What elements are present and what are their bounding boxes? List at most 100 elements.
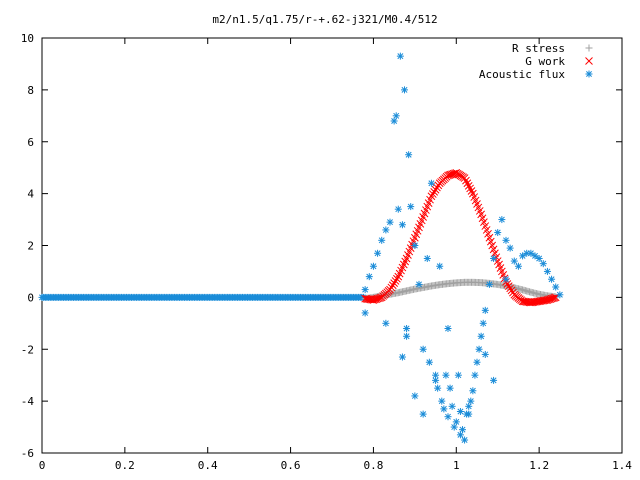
acoustic-flux-point xyxy=(481,306,489,314)
y-tick-label: 4 xyxy=(27,188,34,201)
g-work-point xyxy=(386,285,394,294)
acoustic-flux-point xyxy=(378,236,386,244)
g-work-point xyxy=(433,183,441,192)
acoustic-flux-point xyxy=(548,275,556,283)
acoustic-flux-point xyxy=(401,86,408,94)
acoustic-flux-point xyxy=(514,262,522,270)
acoustic-flux-point xyxy=(405,151,413,159)
acoustic-flux-point xyxy=(403,325,411,332)
g-work-point xyxy=(388,281,397,290)
acoustic-flux-point xyxy=(423,254,431,262)
acoustic-flux-point xyxy=(415,280,423,288)
acoustic-flux-point xyxy=(494,229,502,237)
g-work-point xyxy=(373,294,382,303)
acoustic-flux-point xyxy=(427,179,435,187)
acoustic-flux-point xyxy=(510,257,518,265)
y-tick-label: 2 xyxy=(27,240,34,253)
y-tick-label: -2 xyxy=(21,343,34,356)
acoustic-flux-point xyxy=(502,275,510,283)
acoustic-flux-point xyxy=(386,218,394,226)
acoustic-flux-point xyxy=(403,332,411,340)
g-work-point xyxy=(375,294,383,303)
legend-label-g-work: G work xyxy=(525,55,565,68)
acoustic-flux-point xyxy=(527,249,535,257)
acoustic-flux-point xyxy=(471,371,479,379)
acoustic-flux-point xyxy=(382,319,390,327)
acoustic-flux-point xyxy=(498,216,506,224)
acoustic-flux-point xyxy=(485,280,493,288)
acoustic-flux-point xyxy=(535,254,543,262)
acoustic-flux-point xyxy=(442,371,450,379)
plot-frame xyxy=(41,37,623,454)
g-work-point xyxy=(370,295,379,304)
acoustic-flux-point xyxy=(506,244,514,252)
acoustic-flux-point xyxy=(450,423,458,431)
series-layer xyxy=(38,52,564,444)
acoustic-flux-point xyxy=(454,371,462,379)
series-acoustic-flux-baseline xyxy=(38,293,367,301)
g-work-point xyxy=(503,280,512,288)
acoustic-flux-point xyxy=(434,384,442,392)
acoustic-flux-point xyxy=(396,52,404,60)
g-work-point xyxy=(446,170,455,179)
acoustic-flux-point xyxy=(411,392,419,400)
y-tick-label: 0 xyxy=(27,291,34,304)
legend-marker-g-work xyxy=(585,57,593,65)
g-work-point xyxy=(390,279,398,287)
g-work-point xyxy=(445,171,454,179)
acoustic-flux-point xyxy=(419,410,427,418)
g-work-point xyxy=(546,295,555,303)
x-tick-label: 1 xyxy=(453,459,460,472)
g-work-point xyxy=(550,293,559,302)
x-tick-label: 0.4 xyxy=(198,459,218,472)
acoustic-flux-point xyxy=(502,236,510,244)
acoustic-flux-point xyxy=(398,353,406,361)
g-work-point xyxy=(430,188,439,196)
x-tick-label: 0.8 xyxy=(363,459,383,472)
acoustic-flux-point xyxy=(473,358,481,366)
acoustic-flux-point xyxy=(490,254,498,262)
g-work-point xyxy=(387,283,396,292)
g-work-point xyxy=(506,284,514,293)
y-tick-label: 8 xyxy=(27,84,34,97)
x-tick-label: 1.4 xyxy=(612,459,632,472)
acoustic-flux-point xyxy=(479,319,487,327)
acoustic-flux-point xyxy=(448,402,456,410)
acoustic-flux-point xyxy=(481,350,489,358)
acoustic-flux-point xyxy=(461,436,469,444)
acoustic-flux-point xyxy=(425,358,433,366)
g-work-point xyxy=(444,171,452,180)
acoustic-flux-point xyxy=(369,262,377,270)
g-work-point xyxy=(543,296,552,304)
acoustic-flux-point xyxy=(490,376,498,384)
acoustic-flux-point xyxy=(456,408,464,415)
acoustic-flux-point xyxy=(361,309,369,317)
g-work-point xyxy=(391,277,400,285)
acoustic-flux-point xyxy=(432,376,440,384)
acoustic-flux-point xyxy=(365,273,373,281)
acoustic-flux-point xyxy=(459,426,466,434)
g-work-point xyxy=(547,294,556,303)
y-tick-label: 10 xyxy=(21,32,34,45)
g-work-point xyxy=(428,190,437,198)
x-axis: 0 0.2 0.4 0.6 0.8 1 1.2 1.4 xyxy=(39,38,632,472)
g-work-point xyxy=(369,296,378,304)
g-work-point xyxy=(504,282,513,290)
acoustic-flux-point xyxy=(361,286,369,294)
acoustic-flux-point xyxy=(419,345,427,353)
acoustic-flux-point xyxy=(440,405,448,413)
acoustic-flux-point xyxy=(543,267,551,275)
x-tick-label: 0.2 xyxy=(115,459,135,472)
x-tick-label: 0.6 xyxy=(281,459,301,472)
y-tick-label: -6 xyxy=(21,447,34,460)
acoustic-flux-point xyxy=(467,397,475,405)
acoustic-flux-point xyxy=(552,283,560,291)
g-work-point xyxy=(431,185,440,194)
acoustic-flux-point xyxy=(394,205,402,213)
acoustic-flux-point xyxy=(444,413,452,421)
acoustic-flux-point xyxy=(398,221,406,229)
legend-marker-r-stress xyxy=(585,44,593,52)
acoustic-flux-point xyxy=(436,262,444,270)
